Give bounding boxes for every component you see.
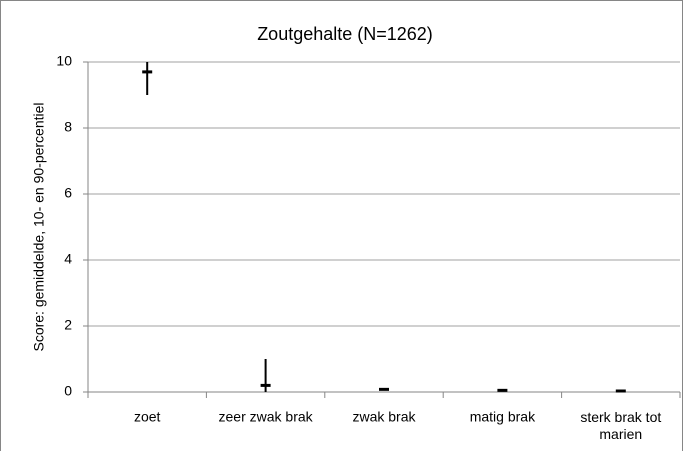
x-tick-label: matig brak <box>470 409 536 425</box>
x-tick-label: zeer zwak brak <box>219 409 314 425</box>
x-tick-label: zoet <box>134 409 161 425</box>
y-tick-label: 10 <box>56 53 72 69</box>
x-tick-label: zwak brak <box>352 409 416 425</box>
y-tick-label: 2 <box>64 317 72 333</box>
y-tick-label: 4 <box>64 251 72 267</box>
y-axis-label: Score: gemiddelde, 10- en 90-percentiel <box>31 102 47 351</box>
y-tick-label: 6 <box>64 185 72 201</box>
x-tick-label: sterk brak tot marien <box>580 409 661 442</box>
y-tick-label: 0 <box>64 383 72 399</box>
chart-title: Zoutgehalte (N=1262) <box>257 24 433 44</box>
y-tick-label: 8 <box>64 119 72 135</box>
